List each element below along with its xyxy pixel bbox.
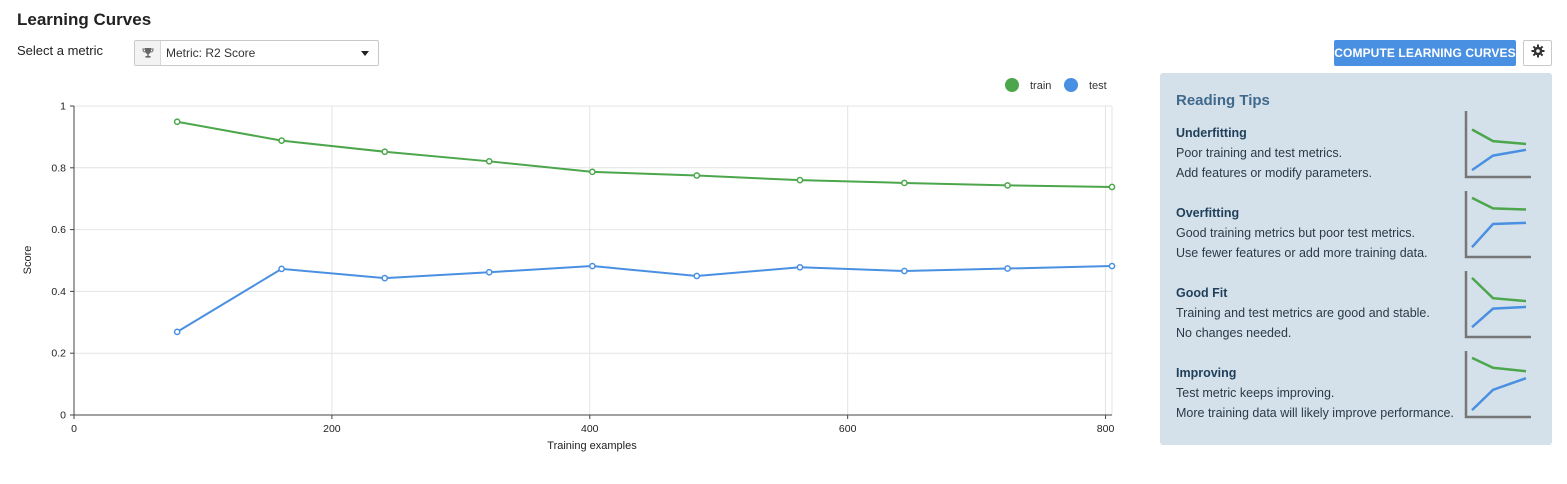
tip-heading: Improving	[1176, 366, 1237, 380]
reading-tips-panel: Reading Tips Underfitting Poor training a…	[1160, 73, 1552, 445]
x-tick-label: 400	[581, 423, 599, 435]
tip-text: Add features or modify parameters.	[1176, 166, 1372, 180]
tip-graph-axes	[1464, 351, 1531, 419]
compute-learning-curves-button[interactable]: COMPUTE LEARNING CURVES	[1334, 40, 1516, 66]
chart-grid	[74, 105, 1113, 416]
tip-text: Good training metrics but poor test metr…	[1176, 226, 1415, 240]
chart-series	[173, 118, 1116, 336]
chart-axes: 0 0.2 0.4 0.6 0.8 1 0 200 400 600 800	[51, 101, 1114, 436]
tip-graph-improving	[1464, 351, 1531, 419]
tip-graph-good-fit	[1464, 271, 1531, 339]
test-data-point[interactable]	[381, 274, 389, 282]
tip-graph-overfitting	[1464, 191, 1531, 259]
tip-graph-axes	[1464, 111, 1531, 179]
test-data-point[interactable]	[589, 262, 596, 270]
test-data-point[interactable]	[901, 267, 908, 275]
y-tick-label: 0.2	[51, 348, 66, 360]
gear-icon	[1531, 44, 1545, 63]
tip-heading: Underfitting	[1176, 126, 1247, 140]
settings-button[interactable]	[1523, 40, 1552, 66]
train-data-point[interactable]	[693, 172, 701, 179]
test-data-point[interactable]	[1108, 262, 1116, 270]
tip-graph-test-line	[1471, 377, 1527, 411]
y-tick-label: 0	[60, 410, 66, 422]
learning-curve-chart: 0 0.2 0.4 0.6 0.8 1 0 200 400 600 800 train test Tr…	[22, 78, 1116, 452]
y-tick-label: 0.4	[51, 286, 66, 298]
train-legend-label: train	[1030, 80, 1051, 92]
page-title: Learning Curves	[17, 10, 152, 29]
x-tick-label: 0	[71, 423, 77, 435]
test-series-line	[176, 265, 1113, 333]
train-legend-swatch	[1005, 78, 1019, 92]
test-data-point[interactable]	[485, 268, 493, 276]
trophy-icon	[135, 41, 161, 65]
tip-text: Training and test metrics are good and s…	[1176, 306, 1430, 320]
tip-graph-train-line	[1471, 128, 1527, 146]
y-tick-label: 0.6	[51, 224, 66, 236]
tip-graph-train-line	[1471, 277, 1527, 303]
metric-select-label: Select a metric	[17, 43, 103, 58]
test-data-point[interactable]	[796, 263, 804, 271]
tip-graph-test-line	[1471, 221, 1527, 249]
test-data-point[interactable]	[173, 328, 181, 336]
train-data-point[interactable]	[173, 118, 181, 126]
chart-legend: train test	[1005, 78, 1107, 92]
train-data-point[interactable]	[278, 137, 285, 144]
x-tick-label: 800	[1097, 423, 1115, 435]
train-data-point[interactable]	[381, 148, 389, 156]
y-axis-label: Score	[22, 246, 34, 275]
train-data-point[interactable]	[1108, 183, 1116, 191]
y-tick-label: 1	[60, 101, 66, 113]
x-tick-label: 600	[839, 423, 857, 435]
tip-graph-train-line	[1471, 196, 1527, 211]
tip-graph-axes	[1464, 191, 1531, 259]
train-data-point[interactable]	[1004, 182, 1011, 189]
tip-heading: Good Fit	[1176, 286, 1228, 300]
tip-text: Use fewer features or add more training …	[1176, 246, 1428, 260]
reading-tips-title: Reading Tips	[1176, 92, 1270, 109]
tip-graph-underfitting	[1464, 111, 1531, 179]
train-series-line	[176, 120, 1113, 188]
tip-text: More training data will likely improve p…	[1176, 406, 1454, 420]
tip-heading: Overfitting	[1176, 206, 1240, 220]
tip-overfitting: Overfitting Good training metrics but poo…	[1176, 191, 1536, 273]
tip-improving: Improving Test metric keeps improving. Mor…	[1176, 351, 1536, 433]
test-legend-swatch	[1064, 78, 1078, 92]
x-tick-label: 200	[323, 423, 341, 435]
x-axis-label: Training examples	[547, 440, 637, 452]
test-legend-label: test	[1089, 80, 1107, 92]
tip-graph-axes	[1464, 271, 1531, 339]
tip-text: Poor training and test metrics.	[1176, 146, 1343, 160]
metric-select[interactable]: Metric: R2 Score	[134, 40, 379, 66]
tip-graph-test-line	[1471, 148, 1527, 172]
train-data-point[interactable]	[589, 168, 596, 176]
tip-graph-test-line	[1471, 305, 1527, 329]
test-data-point[interactable]	[278, 265, 285, 273]
train-data-point[interactable]	[485, 157, 493, 165]
chevron-down-icon	[361, 50, 369, 56]
metric-select-value: Metric: R2 Score	[166, 46, 256, 60]
y-tick-label: 0.8	[51, 162, 66, 174]
tip-graph-train-line	[1471, 356, 1527, 373]
test-data-point[interactable]	[693, 272, 701, 280]
tip-underfitting: Underfitting Poor training and test metri…	[1176, 111, 1536, 193]
tip-text: Test metric keeps improving.	[1176, 386, 1335, 400]
test-data-point[interactable]	[1004, 265, 1011, 272]
tip-good-fit: Good Fit Training and test metrics are go…	[1176, 271, 1536, 353]
train-data-point[interactable]	[901, 179, 908, 187]
train-data-point[interactable]	[796, 176, 804, 184]
tip-text: No changes needed.	[1176, 326, 1292, 340]
